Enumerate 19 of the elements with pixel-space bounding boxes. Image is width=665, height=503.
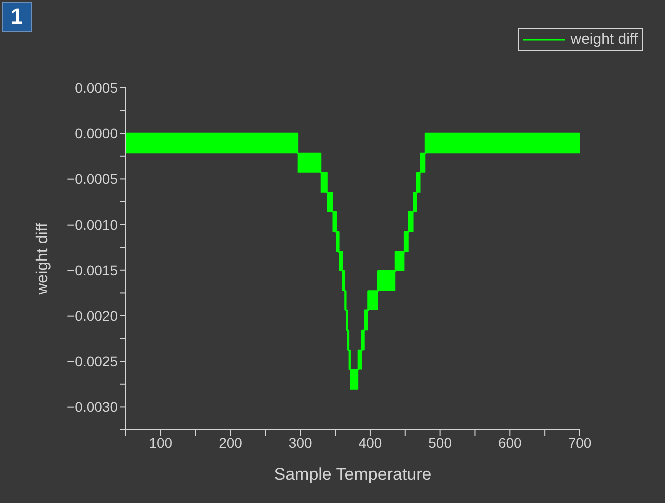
x-tick-label: 200 (219, 434, 243, 451)
text: 1 (2, 2, 32, 32)
y-tick-label: −0.0005 (67, 171, 118, 188)
y-tick-label: 0.0000 (75, 126, 118, 142)
x-axis-title: Sample Temperature (274, 465, 432, 484)
x-tick-label: 100 (149, 434, 173, 451)
y-tick-label: −0.0015 (67, 262, 118, 278)
y-tick-label: 0.0005 (75, 80, 118, 96)
x-tick-label: 600 (498, 434, 522, 451)
x-tick-label: 700 (568, 434, 592, 451)
x-tick-label: 300 (288, 434, 313, 451)
y-tick-label: −0.0030 (67, 399, 118, 416)
x-tick-label: 500 (428, 434, 452, 451)
x-tick-label: 400 (358, 434, 382, 451)
legend-label: weight diff (570, 31, 638, 48)
y-tick-label: −0.0025 (67, 354, 118, 370)
y-axis-title: weight diff (34, 222, 52, 296)
y-tick-label: −0.0010 (67, 216, 118, 233)
y-tick-label: −0.0020 (67, 308, 118, 324)
